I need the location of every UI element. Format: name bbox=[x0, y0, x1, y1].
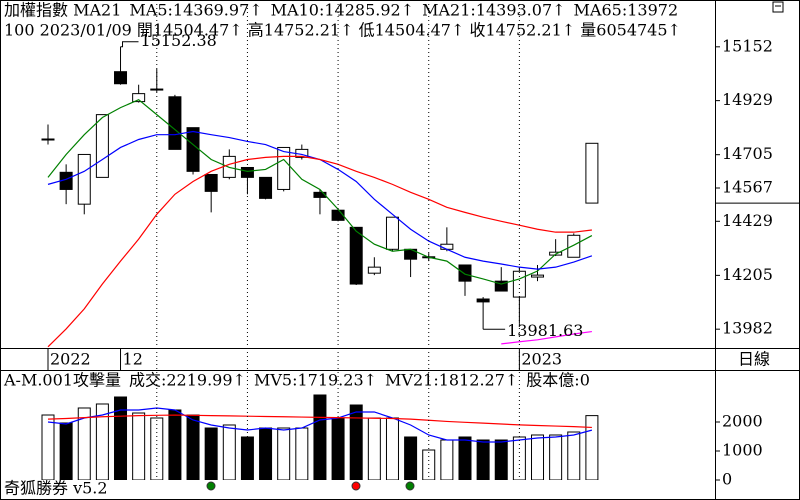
volume-bar bbox=[222, 424, 236, 480]
candle-body bbox=[132, 93, 146, 103]
volume-bar bbox=[295, 427, 309, 480]
x-tick-label: 12 bbox=[123, 350, 143, 369]
y-tick-label: 13982 bbox=[722, 319, 773, 338]
candle-body bbox=[494, 280, 508, 292]
volume-bar bbox=[458, 436, 472, 480]
ma-line bbox=[47, 155, 592, 348]
legend-entry: MA5:14369.97↑ bbox=[129, 1, 262, 20]
footer: 奇狐勝券 v5.2 bbox=[4, 479, 108, 498]
volume-bar bbox=[132, 412, 146, 480]
candle-body bbox=[531, 274, 545, 278]
volume-bar bbox=[549, 434, 563, 480]
window-icon[interactable] bbox=[772, 1, 784, 13]
ma-line bbox=[501, 330, 592, 345]
legend-entry: MA10:14285.92↑ bbox=[271, 1, 414, 20]
ma-line bbox=[47, 407, 593, 443]
candle-body bbox=[95, 114, 109, 178]
volume-bar bbox=[531, 434, 545, 480]
period-label: 日線 bbox=[738, 350, 770, 369]
info-line: 100 2023/01/09 開14504.47↑ 高14752.21↑ 低14… bbox=[4, 21, 681, 40]
candle-body bbox=[41, 138, 55, 141]
high-label: 15152.38 bbox=[141, 31, 217, 50]
leader-line bbox=[120, 41, 139, 48]
candle-body bbox=[331, 209, 345, 221]
y-tick-label: 15152 bbox=[722, 36, 773, 55]
legend-entry: MA21:14393.07↑ bbox=[422, 1, 565, 20]
candle-body bbox=[567, 234, 581, 258]
volume-bar bbox=[476, 439, 490, 480]
volume-bar bbox=[367, 417, 381, 480]
signal-dot bbox=[405, 481, 415, 491]
volume-bar bbox=[512, 436, 526, 480]
candle-body bbox=[168, 96, 182, 150]
volume-bar bbox=[41, 414, 55, 480]
y-tick-label: 2000 bbox=[722, 411, 763, 430]
volume-bar bbox=[114, 396, 128, 480]
volume-bar bbox=[494, 439, 508, 480]
x-tick-label: 2022 bbox=[50, 350, 91, 369]
volume-bar bbox=[77, 407, 91, 480]
y-tick-label: 14705 bbox=[722, 144, 773, 163]
candle-body bbox=[367, 266, 381, 274]
candle-body bbox=[349, 226, 363, 285]
y-tick-label: 1000 bbox=[722, 440, 763, 459]
volume-bar bbox=[168, 409, 182, 480]
price-plot bbox=[41, 46, 599, 348]
y-tick-label: 14567 bbox=[722, 177, 773, 196]
volume-bar bbox=[422, 449, 436, 480]
volume-plot bbox=[41, 394, 599, 480]
legend-entry: 股本億:0 bbox=[526, 371, 590, 390]
candle-body bbox=[585, 142, 599, 204]
volume-bar bbox=[349, 404, 363, 480]
candle-body bbox=[150, 88, 164, 91]
candle-body bbox=[77, 153, 91, 205]
y-tick-label: 14929 bbox=[722, 90, 773, 109]
volume-bar bbox=[204, 427, 218, 480]
y-tick-label: 14429 bbox=[722, 211, 773, 230]
candle-body bbox=[114, 71, 128, 85]
volume-bar bbox=[259, 427, 273, 480]
signal-dot bbox=[351, 481, 361, 491]
ma-line bbox=[47, 414, 592, 429]
legend-entry: MV21:1812.27↑ bbox=[385, 371, 518, 390]
candle-body bbox=[458, 264, 472, 282]
legend-entry: 加權指數 MA21 bbox=[4, 1, 121, 20]
candle-body bbox=[476, 298, 490, 303]
volume-bar bbox=[585, 415, 599, 480]
volume-bar bbox=[95, 403, 109, 480]
volume-bar bbox=[277, 427, 291, 480]
y-tick-label: 0 bbox=[722, 470, 732, 489]
legend-entry: 成交:2219.99↑ bbox=[129, 371, 246, 390]
candle-body bbox=[385, 216, 399, 250]
volume-bar bbox=[404, 436, 418, 480]
volume-bar bbox=[186, 414, 200, 480]
volume-bar bbox=[440, 439, 454, 480]
volume-bar bbox=[385, 417, 399, 480]
y-tick-label: 14205 bbox=[722, 265, 773, 284]
candle-body bbox=[277, 146, 291, 190]
volume-bar bbox=[240, 436, 254, 480]
legend-entry: A-M.001攻擊量 bbox=[3, 371, 121, 390]
candle-body bbox=[204, 173, 218, 192]
candle-body bbox=[313, 191, 327, 198]
signal-dot bbox=[206, 481, 216, 491]
legend-entry: MV5:1719.23↑ bbox=[254, 371, 377, 390]
candle-body bbox=[259, 176, 273, 199]
volume-bar bbox=[313, 394, 327, 480]
candle-body bbox=[186, 127, 200, 172]
volume-bar bbox=[59, 422, 73, 480]
ma-line bbox=[47, 98, 593, 285]
low-label: 13981.63 bbox=[507, 321, 583, 340]
volume-bar bbox=[567, 431, 581, 480]
x-tick-label: 2023 bbox=[521, 350, 562, 369]
legend-entry: MA65:13972 bbox=[574, 1, 679, 20]
